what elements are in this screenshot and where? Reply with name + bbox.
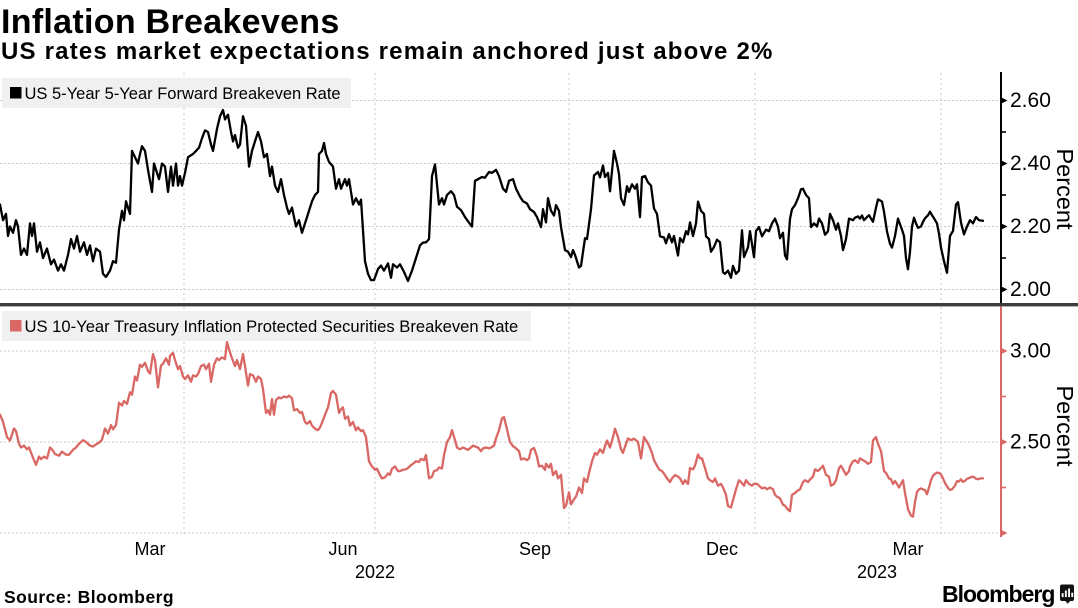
svg-text:Percent: Percent: [1052, 386, 1078, 467]
svg-text:2.20: 2.20: [1010, 215, 1051, 238]
svg-text:Mar: Mar: [893, 539, 924, 559]
svg-text:2.40: 2.40: [1010, 152, 1051, 175]
svg-text:Sep: Sep: [519, 539, 551, 559]
svg-text:Inflation Breakevens: Inflation Breakevens: [1, 3, 340, 41]
svg-text:2.60: 2.60: [1010, 89, 1051, 112]
svg-text:Dec: Dec: [706, 539, 738, 559]
svg-text:Source: Bloomberg: Source: Bloomberg: [4, 587, 174, 607]
svg-text:2.00: 2.00: [1010, 278, 1051, 301]
svg-text:US rates market expectations r: US rates market expectations remain anch…: [1, 38, 774, 65]
svg-text:2022: 2022: [355, 562, 395, 582]
svg-text:Jun: Jun: [328, 539, 357, 559]
svg-text:US 10-Year Treasury Inflation: US 10-Year Treasury Inflation Protected …: [25, 317, 519, 336]
svg-text:2.50: 2.50: [1010, 431, 1051, 454]
svg-text:Mar: Mar: [135, 539, 166, 559]
svg-text:Percent: Percent: [1052, 149, 1078, 230]
svg-text:US 5-Year 5-Year Forward Break: US 5-Year 5-Year Forward Breakeven Rate: [25, 85, 341, 103]
svg-text:2023: 2023: [857, 562, 897, 582]
svg-text:Bloomberg: Bloomberg: [942, 581, 1054, 607]
svg-text:3.00: 3.00: [1010, 340, 1051, 363]
